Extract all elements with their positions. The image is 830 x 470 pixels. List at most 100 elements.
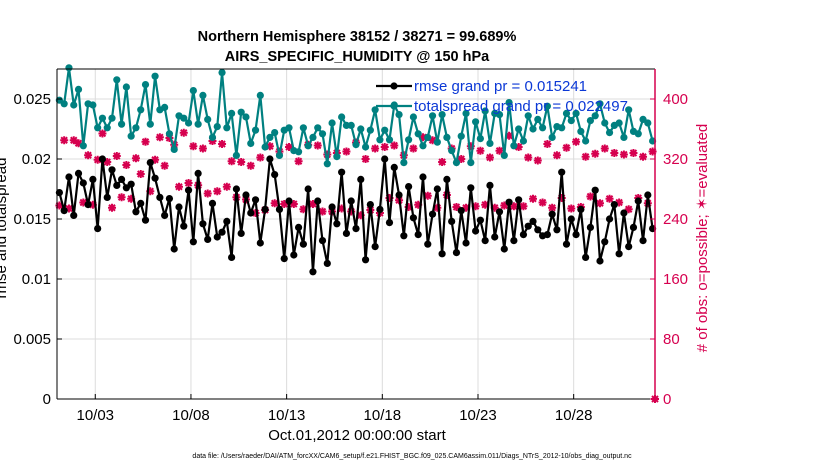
obs-point: [485, 153, 494, 162]
spread-series-point: [405, 136, 413, 144]
spread-series-point: [338, 113, 346, 121]
spread-series-point: [108, 114, 116, 122]
rmse-series-point: [491, 233, 499, 241]
obs-point: [131, 154, 140, 163]
rmse-series-point: [237, 229, 245, 237]
y-tick-label-left: 0: [43, 391, 51, 408]
rmse-series-point: [60, 207, 68, 215]
obs-point: [610, 149, 619, 157]
rmse-series-point: [582, 253, 590, 261]
rmse-series-point: [137, 199, 145, 207]
spread-series-point: [98, 114, 107, 122]
rmse-series-point: [486, 181, 494, 189]
rmse-series-point: [352, 225, 360, 233]
rmse-series-point: [601, 238, 609, 246]
obs-point: [591, 149, 600, 158]
y-tick-label-right: 400: [663, 91, 688, 108]
legend-label: rmse grand pr = 0.015241: [414, 78, 587, 95]
legend: rmse grand pr = 0.015241 totalspread gran…: [376, 78, 628, 115]
rmse-series-point: [625, 243, 633, 251]
y-tick-label-right: 240: [663, 211, 688, 228]
spread-series-point: [299, 124, 307, 132]
series-layer: [55, 64, 659, 403]
rmse-series-point: [357, 175, 365, 183]
spread-series-point: [476, 135, 484, 143]
rmse-series-point: [208, 199, 217, 207]
rmse-series-point: [620, 209, 628, 217]
rmse-series-point: [347, 197, 355, 205]
spread-series-point: [534, 115, 542, 123]
rmse-series-point: [294, 223, 303, 231]
spread-series-point: [409, 113, 418, 121]
rmse-series-point: [472, 227, 480, 235]
spread-series-point: [433, 138, 441, 146]
spread-series-point: [146, 120, 154, 128]
spread-series-point: [170, 145, 178, 153]
spread-series-point: [237, 108, 245, 116]
rmse-series-point: [572, 231, 580, 239]
obs-point: [543, 140, 552, 148]
rmse-series-point: [251, 196, 260, 204]
y-tick-label-left: 0.01: [22, 271, 51, 288]
rmse-series-point: [481, 237, 489, 245]
axes: [56, 68, 656, 400]
spread-series-point: [294, 148, 303, 156]
rmse-series-point: [515, 196, 523, 204]
obs-point: [605, 194, 614, 203]
spread-series-point: [180, 114, 188, 122]
spread-series-point: [266, 133, 274, 141]
legend-label: totalspread grand pr = 0.022497: [414, 98, 628, 115]
rmse-series-point: [175, 203, 183, 211]
spread-series-point: [127, 132, 135, 140]
spread-series-point: [582, 137, 590, 145]
spread-series-point: [615, 119, 623, 127]
spread-series-point: [481, 107, 489, 115]
rmse-series-point: [395, 191, 403, 199]
rmse-series-point: [228, 253, 236, 261]
rmse-series-point: [610, 201, 618, 209]
rmse-series-point: [567, 215, 575, 223]
x-axis-label: Oct.01,2012 00:00:00 start: [268, 427, 446, 444]
spread-series-point: [577, 127, 585, 135]
spread-series-point: [495, 111, 504, 119]
rmse-series-point: [596, 257, 604, 265]
spread-series-point: [366, 126, 374, 134]
spread-series-point: [448, 147, 456, 155]
y-tick-label-right: 320: [663, 151, 688, 168]
rmse-series-point: [409, 214, 418, 222]
rmse-series-point: [65, 173, 73, 181]
obs-point: [600, 144, 609, 153]
obs-point: [380, 143, 389, 151]
rmse-series-point: [89, 175, 97, 183]
chart-title: Northern Hemisphere 38152 / 38271 = 99.6…: [198, 29, 517, 45]
obs-point: [586, 192, 595, 201]
x-tick-label: 10/23: [459, 407, 497, 424]
obs-point: [213, 187, 222, 196]
spread-series-point: [505, 99, 513, 107]
rmse-series-point: [591, 186, 599, 194]
y-tick-label-left: 0.02: [22, 151, 51, 168]
rmse-series-point: [644, 191, 652, 199]
spread-series-point: [261, 143, 269, 151]
spread-series-point: [199, 91, 207, 99]
rmse-series-point: [462, 239, 470, 247]
obs-point: [639, 152, 648, 161]
rmse-series-point: [189, 238, 197, 246]
obs-point: [179, 128, 188, 137]
obs-point: [122, 161, 131, 169]
rmse-series-point: [285, 197, 293, 205]
spread-series-point: [500, 151, 508, 159]
obs-point: [342, 147, 351, 156]
rmse-series-point: [98, 155, 107, 163]
spread-series-point: [452, 159, 461, 167]
tick-labels: 0 0.005 0.01 0.015 0.02 0.025 0 80 160 240 320 400 1…: [13, 91, 688, 424]
rmse-series-point: [314, 197, 322, 205]
rmse-series-point: [457, 207, 465, 215]
legend-swatch-marker: [390, 82, 398, 90]
y-tick-label-left: 0.015: [13, 211, 51, 228]
obs-point: [567, 204, 576, 213]
spread-series-point: [424, 133, 432, 141]
rmse-series-point: [605, 215, 614, 223]
spread-series-point: [472, 118, 480, 126]
rmse-series-point: [562, 240, 571, 248]
